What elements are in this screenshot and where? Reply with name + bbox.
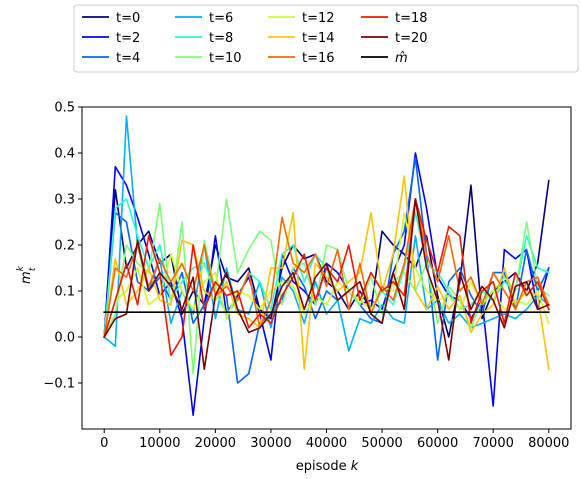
series-line-10 <box>103 198 550 370</box>
x-tick-label-3: 30000 <box>250 436 291 451</box>
y-tick-label-3: 0.2 <box>54 239 75 254</box>
x-tick-label-5: 50000 <box>361 436 402 451</box>
x-tick-label-2: 20000 <box>195 436 236 451</box>
series-line-0 <box>103 179 550 338</box>
series-line-5 <box>103 198 550 375</box>
x-tick-label-0: 0 <box>100 436 108 451</box>
y-tick-label-4: 0.3 <box>54 193 75 208</box>
x-tick-label-6: 60000 <box>417 436 458 451</box>
y-tick-label-1: 0.0 <box>54 331 75 346</box>
legend-label-11: m̂ <box>395 51 408 66</box>
plot-area <box>103 115 550 416</box>
legend-label-2: t=4 <box>116 51 140 66</box>
axes: 0 10000 20000 30000 40000 50000 60000 70000 8000… <box>43 101 572 451</box>
legend-box <box>73 4 579 73</box>
legend-label-8: t=16 <box>302 51 335 66</box>
legend-label-5: t=10 <box>209 51 242 66</box>
legend-label-0: t=0 <box>116 11 140 26</box>
legend-label-6: t=12 <box>302 11 335 26</box>
legend-label-10: t=20 <box>395 31 428 46</box>
y-tick-label-0: −0.1 <box>43 377 75 392</box>
x-tick-label-1: 10000 <box>139 436 180 451</box>
legend-label-1: t=2 <box>116 31 140 46</box>
x-tick-label-7: 70000 <box>473 436 514 451</box>
y-axis-label: mk t <box>16 265 38 284</box>
legend-label-3: t=6 <box>209 11 233 26</box>
legend: t=0 t=2 t=4 t=6 t=8 t=10 t=12 t=14 t=16 t=18 t=20 m… <box>73 4 579 73</box>
series-line-6 <box>103 212 550 338</box>
legend-label-4: t=8 <box>209 31 233 46</box>
x-axis-label: episode k <box>296 459 359 474</box>
series-line-7 <box>103 175 550 371</box>
legend-label-7: t=14 <box>302 31 335 46</box>
x-tick-label-4: 40000 <box>306 436 347 451</box>
x-tick-label-8: 80000 <box>528 436 569 451</box>
legend-label-9: t=18 <box>395 11 428 26</box>
axis-labels: episode k mk t <box>16 265 359 474</box>
y-tick-label-6: 0.5 <box>54 101 75 116</box>
y-tick-label-2: 0.1 <box>54 285 75 300</box>
y-tick-label-5: 0.4 <box>54 147 75 162</box>
series-line-8 <box>103 198 550 338</box>
